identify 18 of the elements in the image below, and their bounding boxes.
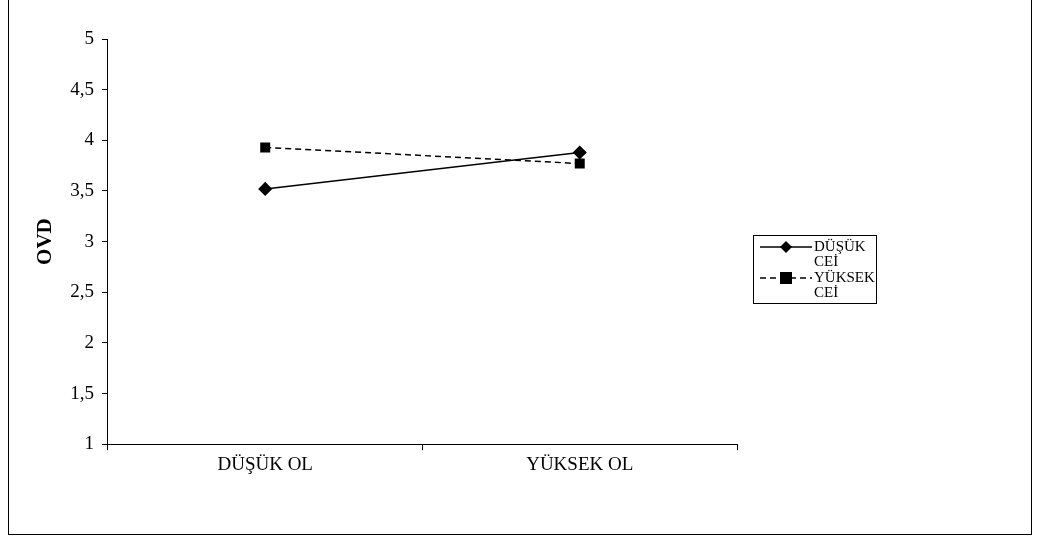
y-tick-label: 2,5 — [70, 280, 94, 302]
y-tick-label: 1,5 — [70, 381, 94, 403]
y-tick-label: 2 — [84, 330, 94, 352]
y-tick-label: 4,5 — [70, 77, 94, 99]
legend-label: YÜKSEK CEİ — [814, 269, 875, 300]
point — [572, 145, 587, 160]
x-tick-label: DÜŞÜK OL — [217, 452, 313, 474]
y-tick-label: 5 — [84, 26, 94, 48]
point — [260, 142, 271, 153]
legend-label: DÜŞÜK CEİ — [814, 238, 867, 269]
point — [574, 158, 585, 169]
y-tick-label: 3 — [84, 229, 94, 251]
y-tick-label: 4 — [84, 128, 95, 150]
y-axis-title: OVD — [32, 218, 57, 265]
point — [258, 182, 272, 196]
x-tick-label: YÜKSEK OL — [526, 452, 634, 474]
y-tick-label: 1 — [84, 432, 94, 454]
y-tick-label: 3,5 — [70, 178, 94, 200]
